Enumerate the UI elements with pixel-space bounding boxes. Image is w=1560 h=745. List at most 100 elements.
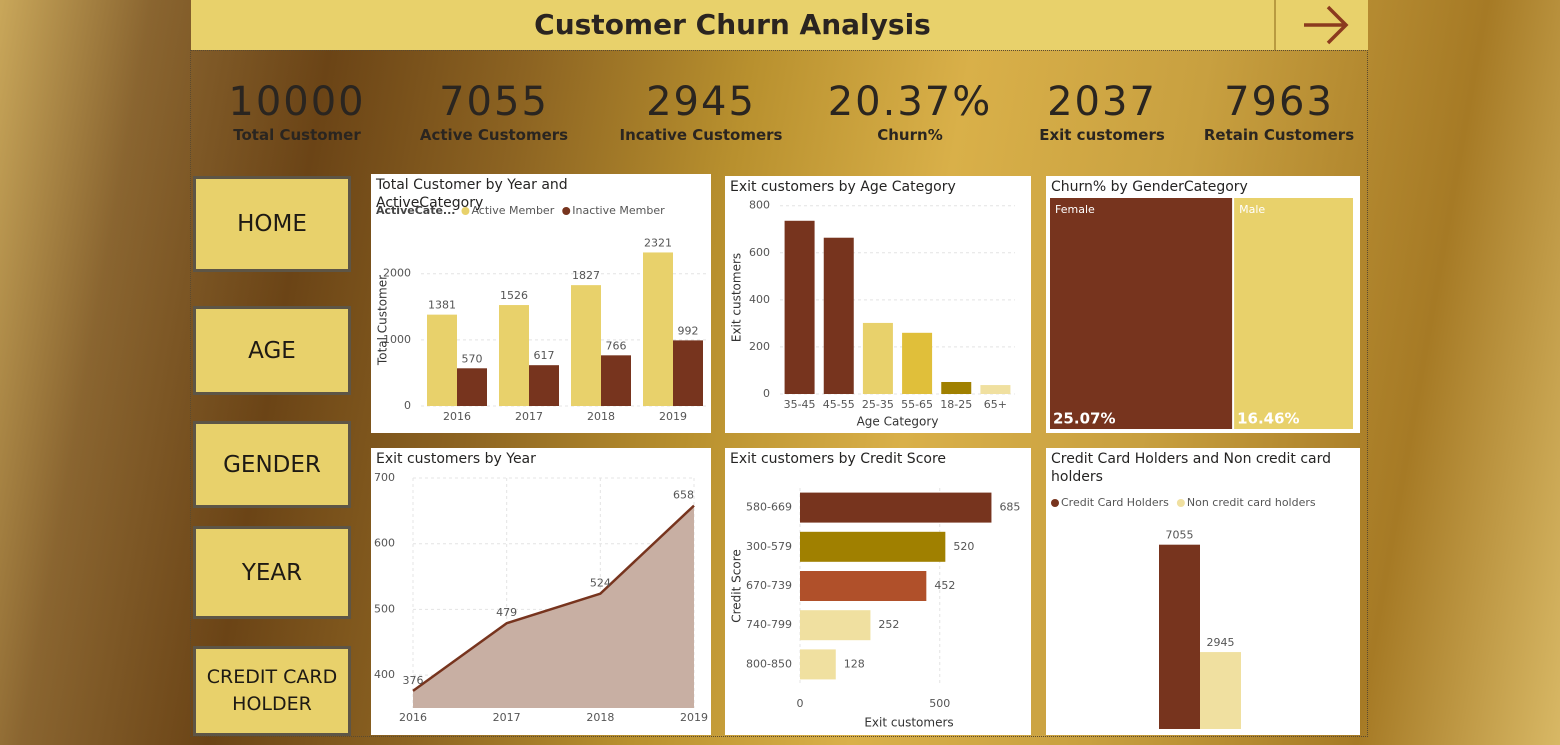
y-axis-title: Credit Score [730, 549, 744, 623]
bar [529, 365, 559, 406]
bar [800, 649, 836, 680]
x-tick-label: 2018 [586, 711, 614, 724]
x-tick-label: 65+ [984, 398, 1007, 411]
chart: 0 200 400 600 800 35-45 45-55 25-35 55-65 18-25 65… [730, 199, 1015, 429]
kpi-value: 10000 [228, 79, 366, 125]
nav-button[interactable]: AGE [193, 306, 351, 395]
y-tick-label: 580-669 [746, 501, 792, 514]
bar [800, 492, 992, 523]
kpi-label: Retain Customers [1203, 126, 1355, 144]
bar [427, 314, 457, 406]
area-fill [413, 505, 694, 708]
y-tick-label: 400 [374, 668, 395, 681]
kpi-label: Exit customers [1039, 126, 1165, 144]
nav-button[interactable]: GENDER [193, 421, 351, 508]
data-label: 766 [606, 339, 627, 352]
legend-marker [1051, 499, 1059, 507]
data-label: 252 [878, 618, 899, 631]
chart-title: Exit customers by Credit Score [730, 451, 947, 467]
data-label: 1827 [572, 269, 600, 282]
kpi-card: 7055 Active Customers [394, 78, 594, 144]
tile-value: 25.07% [1053, 410, 1115, 428]
nav-button[interactable]: YEAR [193, 526, 351, 619]
bar [643, 252, 673, 406]
y-tick-label: 2000 [383, 267, 411, 280]
legend-label: Inactive Member [572, 204, 665, 217]
legend-marker [461, 207, 470, 215]
x-tick-label: 45-55 [823, 398, 855, 411]
y-tick-label: 800-850 [746, 657, 792, 670]
data-label: 7055 [1166, 529, 1194, 542]
nav-button[interactable]: CREDIT CARD HOLDER [193, 646, 351, 736]
x-axis-title: Age Category [857, 415, 939, 429]
x-tick-label: 2017 [493, 711, 521, 724]
bar [457, 368, 487, 406]
data-label: 128 [844, 657, 865, 670]
x-tick-label: 35-45 [784, 398, 816, 411]
kpi-card: 2945 Incative Customers [601, 78, 801, 144]
x-tick-label: 2019 [659, 410, 687, 423]
kpi-value: 20.37% [827, 79, 993, 125]
y-tick-label: 670-739 [746, 579, 792, 592]
data-label: 479 [496, 606, 517, 619]
x-tick-label: 2018 [587, 410, 615, 423]
data-label: 617 [534, 349, 555, 362]
chart: 400 500 600 700 2016 2017 2018 2019 376 479 524 658 [374, 471, 708, 724]
data-label: 992 [678, 324, 699, 337]
bar [862, 322, 893, 394]
x-tick-label: 55-65 [901, 398, 933, 411]
bar [980, 385, 1011, 394]
x-tick-label: 2016 [399, 711, 427, 724]
header-bar: Customer Churn Analysis [191, 0, 1368, 50]
y-tick-label: 500 [374, 602, 395, 615]
chart-title: Exit customers by Age Category [730, 179, 956, 195]
legend-marker [562, 207, 571, 215]
x-axis-title: Exit customers [864, 716, 953, 730]
tile-label: Male [1239, 203, 1265, 216]
chart-panel: 0 200 400 600 800 35-45 45-55 25-35 55-65 18-25 65… [725, 176, 1031, 433]
bar [1200, 652, 1241, 729]
chart: 0 500 580-669 685 300-579 520 670-739 452 740-79… [730, 488, 1020, 730]
tile-label: Female [1055, 203, 1095, 216]
next-button[interactable] [1274, 0, 1370, 50]
chart-title: Churn% by GenderCategory [1051, 179, 1248, 195]
chart: Credit Card Holders Non credit card holde… [1051, 496, 1316, 729]
bar [941, 381, 972, 394]
kpi-value: 2037 [1047, 79, 1157, 125]
y-tick-label: 0 [763, 387, 770, 400]
y-tick-label: 800 [749, 199, 770, 212]
treemap-tile [1050, 198, 1233, 429]
legend-marker [1176, 499, 1185, 507]
data-label: 570 [462, 352, 483, 365]
kpi-label: Incative Customers [619, 126, 783, 144]
y-tick-label: 200 [749, 340, 770, 353]
data-label: 520 [953, 540, 974, 553]
bar [499, 305, 529, 406]
kpi-card: 7963 Retain Customers [1179, 78, 1379, 144]
chart-title: Total Customer by Year and ActiveCategor… [376, 177, 568, 211]
area-line [412, 504, 695, 692]
x-tick-label: 2019 [680, 711, 708, 724]
y-tick-label: 700 [374, 471, 395, 484]
chart-panel: Female 25.07% Male 16.46% Churn% by GenderCa… [1046, 176, 1360, 433]
y-tick-label: 600 [374, 537, 395, 550]
chart: ActiveCate... Active Member Inactive Membe… [376, 204, 709, 423]
chart-panel: ActiveCate... Active Member Inactive Membe… [371, 174, 711, 433]
nav-button[interactable]: HOME [193, 176, 351, 272]
legend-label: Non credit card holders [1187, 496, 1316, 509]
x-tick-label: 2016 [443, 410, 471, 423]
data-label: 2945 [1207, 636, 1235, 649]
y-tick-label: 0 [404, 399, 411, 412]
x-tick-label: 0 [797, 697, 804, 710]
data-label: 1381 [428, 299, 456, 312]
y-tick-label: 740-799 [746, 618, 792, 631]
page-title: Customer Churn Analysis [534, 8, 931, 41]
y-tick-label: 300-579 [746, 540, 792, 553]
data-label: 2321 [644, 236, 672, 249]
bar [571, 285, 601, 406]
kpi-label: Churn% [877, 126, 943, 144]
kpi-value: 7055 [439, 79, 549, 125]
y-tick-label: 600 [749, 246, 770, 259]
kpi-card: 20.37% Churn% [810, 78, 1010, 144]
